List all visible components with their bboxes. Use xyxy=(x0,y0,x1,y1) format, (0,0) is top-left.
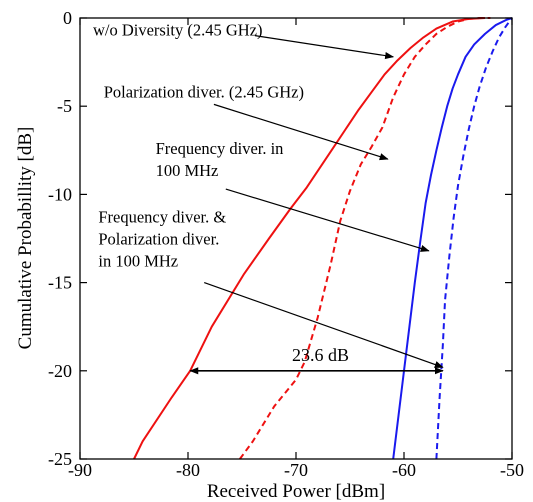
y-tick-label-4: -20 xyxy=(48,361,72,381)
series-layer xyxy=(133,17,513,460)
series-line-4 xyxy=(435,17,513,460)
y-tick-label-1: -5 xyxy=(57,96,72,116)
annotation-arrow-3 xyxy=(225,188,430,252)
y-tick-label-0: 0 xyxy=(63,8,72,28)
x-tick-label-3: -60 xyxy=(392,460,416,480)
series-line-1 xyxy=(133,17,486,460)
annotation-label-3: Frequency diver. in 100 MHz xyxy=(156,139,284,180)
series-line-2 xyxy=(239,17,491,460)
x-tick-label-4: -50 xyxy=(500,460,524,480)
y-tick-label-3: -15 xyxy=(48,273,72,293)
annotation-arrow-1 xyxy=(254,35,395,60)
x-axis-label: Received Power [dBm] xyxy=(207,481,385,502)
tick-layer: -90 -80 -70 -60 -50 0 -5 -10 -15 -20 -25 xyxy=(48,8,524,480)
annotation-label-4: Frequency diver. & Polarization diver. in … xyxy=(98,208,226,271)
y-tick-label-5: -25 xyxy=(48,449,72,469)
x-tick-label-0: -90 xyxy=(68,460,92,480)
series-line-3 xyxy=(392,17,513,460)
annotation-arrow-2 xyxy=(213,103,389,161)
annotation-arrow-4 xyxy=(203,282,444,368)
annotation-label-2: Polarization diver. (2.45 GHz) xyxy=(104,82,304,101)
y-axis-label: Cumulative Probabillity [dB] xyxy=(15,127,36,350)
x-tick-label-2: -70 xyxy=(284,460,308,480)
annotation-label-1: w/o Diversity (2.45 GHz) xyxy=(93,21,263,40)
dimension-label: 23.6 dB xyxy=(292,345,349,365)
x-tick-label-1: -80 xyxy=(176,460,200,480)
y-tick-label-2: -10 xyxy=(48,184,72,204)
annotation-layer: w/o Diversity (2.45 GHz) Polarization div… xyxy=(93,21,444,375)
